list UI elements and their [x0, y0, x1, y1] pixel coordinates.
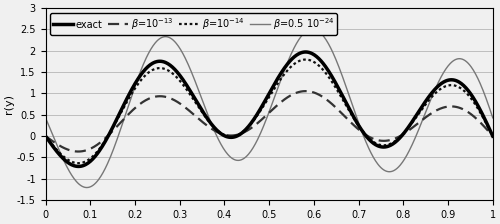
$\beta$=10$^{-13}$ [122, 116, 128, 119]
$\beta$=0.5 10$^{-24}$ [158, 36, 164, 39]
$\beta$=10$^{-14}$ [381, 144, 387, 147]
Y-axis label: r(y): r(y) [4, 94, 14, 114]
$\beta$=10$^{-14}$ [158, 67, 164, 69]
$\beta$=10$^{-13}$ [490, 135, 496, 138]
$\beta$=0.5 10$^{-24}$ [122, 113, 128, 116]
$\beta$=10$^{-13}$ [381, 140, 387, 142]
$\beta$=10$^{-13}$ [308, 90, 314, 93]
$\beta$=10$^{-13}$ [42, 135, 48, 138]
$\beta$=0.5 10$^{-24}$ [246, 153, 252, 155]
$\beta$=0.5 10$^{-24}$ [490, 116, 496, 119]
$\beta$=10$^{-14}$ [42, 135, 48, 138]
$\beta$=0.5 10$^{-24}$ [309, 28, 315, 30]
Line: exact: exact [46, 52, 493, 166]
$\beta$=10$^{-14}$ [308, 59, 314, 62]
Line: $\beta$=10$^{-13}$: $\beta$=10$^{-13}$ [46, 91, 493, 152]
$\beta$=10$^{-14}$ [246, 125, 252, 128]
exact [76, 165, 82, 168]
$\beta$=0.5 10$^{-24}$ [381, 169, 387, 171]
$\beta$=10$^{-13}$ [342, 116, 348, 119]
exact [158, 60, 164, 63]
$\beta$=10$^{-14}$ [302, 58, 308, 61]
Legend: exact, $\beta$=10$^{-13}$, $\beta$=10$^{-14}$, $\beta$=0.5 10$^{-24}$: exact, $\beta$=10$^{-13}$, $\beta$=10$^{… [50, 13, 338, 35]
$\beta$=10$^{-14}$ [490, 135, 496, 138]
$\beta$=10$^{-14}$ [76, 162, 82, 164]
$\beta$=0.5 10$^{-24}$ [342, 84, 348, 87]
exact [302, 51, 308, 53]
$\beta$=10$^{-14}$ [122, 103, 128, 106]
$\beta$=10$^{-13}$ [158, 95, 164, 98]
exact [42, 135, 48, 138]
$\beta$=10$^{-13}$ [302, 90, 308, 93]
exact [342, 101, 348, 103]
$\beta$=10$^{-14}$ [342, 103, 348, 106]
Line: $\beta$=10$^{-14}$: $\beta$=10$^{-14}$ [46, 60, 493, 163]
$\beta$=10$^{-13}$ [246, 128, 252, 131]
$\beta$=10$^{-13}$ [76, 150, 82, 153]
exact [246, 125, 252, 128]
$\beta$=0.5 10$^{-24}$ [42, 116, 48, 119]
exact [490, 135, 496, 138]
$\beta$=0.5 10$^{-24}$ [84, 186, 89, 189]
exact [381, 146, 387, 148]
Line: $\beta$=0.5 10$^{-24}$: $\beta$=0.5 10$^{-24}$ [46, 29, 493, 187]
exact [122, 100, 128, 103]
exact [308, 52, 314, 54]
$\beta$=0.5 10$^{-24}$ [307, 28, 313, 31]
